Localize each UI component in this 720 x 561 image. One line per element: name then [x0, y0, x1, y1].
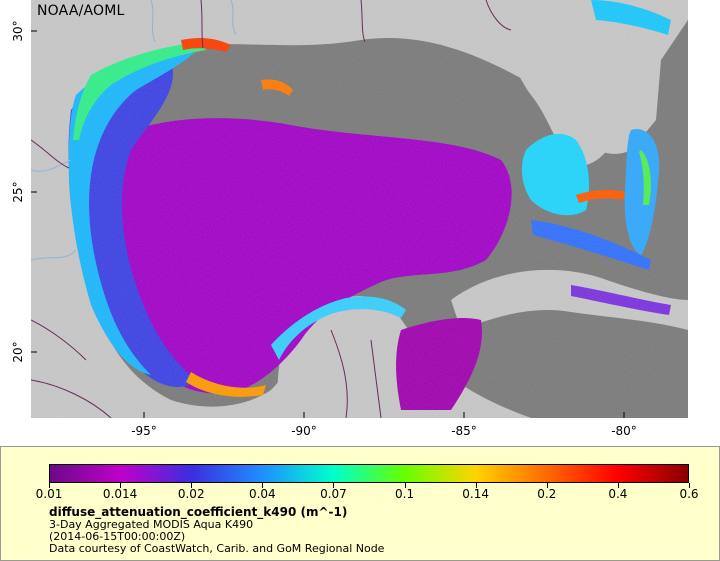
x-tick-label: -95° [131, 424, 157, 438]
map-panel[interactable]: NOAA/AOML [31, 0, 688, 418]
colorbar-tick-label: 0.02 [177, 487, 205, 501]
colorbar-tick-label: 0.4 [608, 487, 628, 501]
colorbar-tick-mark [617, 483, 619, 488]
border-us-states [200, 0, 512, 49]
colorbar-tick-mark [191, 483, 193, 488]
colorbar [49, 464, 689, 483]
river-4 [150, 0, 156, 43]
colorbar-tick-label: 0.1 [395, 487, 415, 501]
legend-line-credit: Data courtesy of CoastWatch, Carib. and … [49, 542, 385, 555]
colorbar-tick-label: 0.014 [102, 487, 138, 501]
colorbar-tick-mark [689, 483, 690, 488]
river-3 [230, 0, 237, 36]
colorbar-tick-mark [475, 483, 477, 488]
colorbar-tick-label: 0.04 [248, 487, 276, 501]
texture-overlay [31, 0, 688, 418]
x-tick-label: -90° [291, 424, 317, 438]
colorbar-tick-mark [404, 483, 406, 488]
colorbar-tick-mark [333, 483, 335, 488]
legend-title: diffuse_attenuation_coefficient_k490 (m^… [49, 505, 348, 519]
x-tick-label: -80° [611, 424, 637, 438]
legend-line-date: (2014-06-15T00:00:00Z) [49, 530, 186, 543]
y-tick-label: 20° [11, 341, 25, 363]
y-tick-marks [31, 30, 37, 353]
x-tick-label: -85° [451, 424, 477, 438]
border-us-mexico [31, 139, 70, 169]
border-mexico-states [31, 319, 112, 418]
map-canvas [31, 0, 688, 418]
x-tick-marks [143, 412, 625, 418]
colorbar-tick-mark [262, 483, 264, 488]
colorbar-tick-mark [546, 483, 548, 488]
colorbar-tick-label: 0.07 [320, 487, 347, 501]
colorbar-tick-label: 0.2 [537, 487, 557, 501]
colorbar-tick-label: 0.6 [679, 487, 699, 501]
colorbar-tick-label: 0.01 [35, 487, 63, 501]
colorbar-tick-label: 0.14 [462, 487, 490, 501]
colorbar-tick-mark [49, 483, 50, 488]
colorbar-tick-mark [120, 483, 122, 488]
river-1 [31, 249, 77, 261]
y-tick-label: 25° [11, 181, 25, 203]
river-2 [31, 159, 72, 172]
legend-panel: diffuse_attenuation_coefficient_k490 (m^… [0, 446, 720, 561]
attribution-label: NOAA/AOML [37, 3, 125, 19]
legend-line-dataset: 3-Day Aggregated MODIS Aqua K490 [49, 518, 254, 531]
border-yucatan [330, 329, 382, 418]
y-tick-label: 30° [11, 20, 25, 42]
